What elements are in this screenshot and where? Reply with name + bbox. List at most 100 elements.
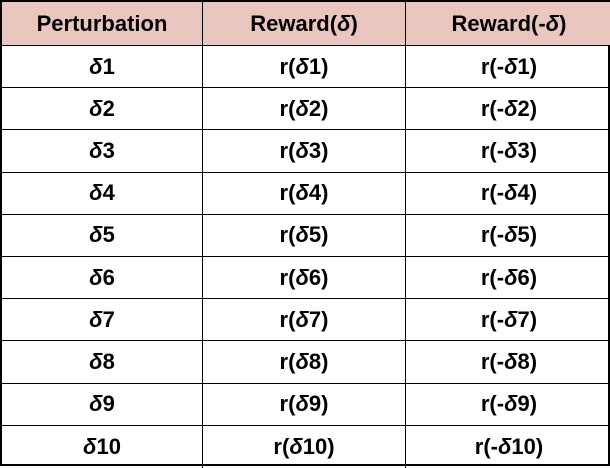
reward-neg-close: ) [535,433,544,459]
delta-symbol: δ [504,222,518,248]
reward-neg-close: ) [529,391,538,417]
reward-close: ) [321,222,329,248]
delta-symbol: δ [504,180,518,206]
reward-open: r( [279,137,296,163]
header-reward-suffix: ) [350,10,358,36]
delta-symbol: δ [504,306,518,332]
perturbation-index: 8 [102,348,115,374]
delta-symbol: δ [504,137,518,163]
reward-neg-close: ) [529,53,538,79]
delta-symbol: δ [504,348,518,374]
reward-neg-close: ) [529,264,538,290]
delta-symbol: δ [89,306,103,332]
reward-neg-delta-cell: r(- δ 6) [406,257,610,300]
perturbation-index: 3 [102,137,115,163]
reward-delta-cell: r(δ 2) [203,88,406,131]
reward-delta-cell: r(δ 1) [203,46,406,89]
reward-neg-open: r(- [480,180,505,206]
delta-symbol: δ [89,53,103,79]
perturbation-cell: δ 10 [2,425,203,468]
reward-close: ) [321,391,329,417]
perturbation-index: 10 [96,433,121,459]
reward-neg-open: r(- [480,264,505,290]
reward-neg-close: ) [529,180,538,206]
reward-neg-index: 6 [517,264,530,290]
reward-delta-cell: r(δ 7) [203,299,406,342]
delta-symbol: δ [83,433,97,459]
reward-close: ) [321,306,329,332]
reward-neg-open: r(- [480,348,505,374]
delta-symbol: δ [295,306,309,332]
reward-index: 10 [302,433,328,459]
delta-symbol: δ [295,137,309,163]
reward-neg-delta-cell: r(- δ 5) [406,215,610,257]
delta-symbol: δ [289,433,303,459]
header-perturbation: Perturbation [2,2,203,46]
reward-delta-cell: r(δ 8) [203,341,406,384]
reward-neg-index: 4 [517,180,530,206]
delta-symbol: δ [295,348,309,374]
delta-symbol: δ [89,137,103,163]
perturbation-index: 4 [102,180,115,206]
reward-index: 6 [308,264,322,290]
reward-close: ) [321,264,329,290]
reward-index: 3 [308,137,322,163]
header-reward-neg-suffix: ) [559,10,567,36]
reward-open: r( [279,306,296,332]
reward-open: r( [279,95,296,121]
delta-symbol: δ [504,264,518,290]
header-perturbation-text: Perturbation [36,10,168,36]
reward-neg-open: r(- [480,306,505,332]
reward-neg-open: r(- [474,433,498,459]
reward-open: r( [279,222,296,248]
header-reward-neg-prefix: Reward(- [451,10,546,36]
reward-neg-close: ) [529,348,538,374]
reward-index: 5 [308,222,322,248]
header-reward-neg-delta: Reward(- δ) [406,2,610,46]
reward-delta-cell: r(δ 9) [203,383,406,426]
reward-delta-cell: r(δ 10) [203,425,406,468]
reward-index: 7 [308,306,322,332]
reward-neg-delta-cell: r(- δ 8) [406,341,610,384]
reward-neg-index: 9 [517,391,530,417]
header-reward-neg-delta-symbol: δ [545,10,560,36]
reward-neg-delta-cell: r(- δ 4) [406,173,610,215]
reward-close: ) [327,433,335,459]
reward-index: 8 [308,348,322,374]
reward-neg-open: r(- [480,137,505,163]
reward-neg-close: ) [529,95,538,121]
delta-symbol: δ [504,391,518,417]
delta-symbol: δ [89,348,103,374]
delta-symbol: δ [295,95,309,121]
reward-close: ) [321,53,329,79]
reward-open: r( [279,180,296,206]
reward-close: ) [321,348,329,374]
delta-symbol: δ [89,95,103,121]
reward-index: 9 [308,391,322,417]
delta-symbol: δ [89,180,103,206]
delta-symbol: δ [504,53,518,79]
reward-neg-delta-cell: r(- δ 10) [406,426,610,468]
reward-close: ) [321,180,329,206]
perturbation-index: 7 [102,306,115,332]
reward-neg-open: r(- [480,222,505,248]
delta-symbol: δ [89,264,103,290]
reward-neg-delta-cell: r(- δ 7) [406,299,610,342]
reward-neg-index: 10 [511,433,536,459]
reward-index: 2 [308,95,322,121]
reward-index: 4 [308,180,322,206]
reward-delta-cell: r(δ 4) [203,172,406,215]
perturbation-index: 5 [102,222,115,248]
reward-neg-delta-cell: r(- δ 3) [406,130,610,173]
reward-neg-close: ) [529,137,538,163]
reward-open: r( [279,348,296,374]
reward-index: 1 [308,53,322,79]
reward-delta-cell: r(δ 6) [203,256,406,300]
